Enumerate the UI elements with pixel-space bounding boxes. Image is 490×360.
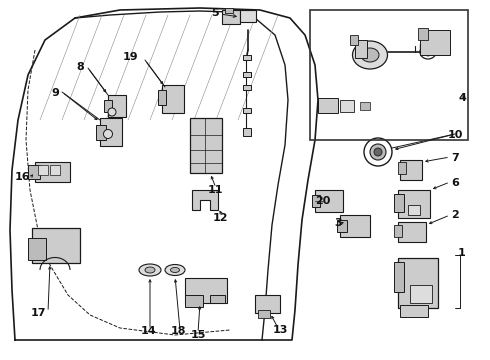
Ellipse shape xyxy=(108,108,116,116)
Ellipse shape xyxy=(374,148,382,156)
Text: 13: 13 xyxy=(272,325,288,335)
Bar xyxy=(420,30,450,55)
Bar xyxy=(410,285,432,303)
Bar xyxy=(38,165,48,175)
Text: 18: 18 xyxy=(170,326,186,336)
Bar xyxy=(185,295,203,307)
Bar xyxy=(190,118,222,173)
Bar xyxy=(394,262,404,292)
Bar xyxy=(258,310,270,318)
Text: 16: 16 xyxy=(14,172,30,182)
Ellipse shape xyxy=(165,265,185,275)
Bar xyxy=(210,295,225,303)
Bar xyxy=(310,10,468,140)
Ellipse shape xyxy=(139,264,161,276)
Bar xyxy=(408,205,420,215)
Bar xyxy=(243,108,251,113)
Bar xyxy=(96,125,106,140)
Bar xyxy=(398,258,438,308)
Bar xyxy=(185,278,227,303)
Ellipse shape xyxy=(145,267,155,273)
Bar xyxy=(225,8,233,13)
Bar xyxy=(50,165,60,175)
Text: 12: 12 xyxy=(212,213,228,223)
Text: 15: 15 xyxy=(190,330,206,340)
Bar xyxy=(340,215,370,237)
Bar xyxy=(398,190,430,218)
Bar xyxy=(28,238,46,260)
Bar xyxy=(394,225,402,237)
Bar xyxy=(355,40,367,58)
Ellipse shape xyxy=(370,144,386,160)
Text: 20: 20 xyxy=(315,196,331,206)
Polygon shape xyxy=(192,190,218,210)
Text: 8: 8 xyxy=(76,62,84,72)
Bar xyxy=(222,10,240,24)
Bar xyxy=(240,10,256,22)
Bar xyxy=(315,190,343,212)
Text: 5: 5 xyxy=(211,8,219,18)
Bar xyxy=(243,72,251,77)
Ellipse shape xyxy=(361,48,379,62)
Ellipse shape xyxy=(171,267,179,273)
Bar xyxy=(400,305,428,317)
Bar xyxy=(400,160,422,180)
Text: 7: 7 xyxy=(451,153,459,163)
Bar xyxy=(104,100,112,112)
Bar xyxy=(243,128,251,136)
Text: 10: 10 xyxy=(447,130,463,140)
Bar xyxy=(100,118,122,146)
Bar xyxy=(162,85,184,113)
Text: 14: 14 xyxy=(140,326,156,336)
Bar xyxy=(35,162,70,182)
Bar xyxy=(418,28,428,40)
Bar xyxy=(255,295,280,313)
Text: 1: 1 xyxy=(458,248,466,258)
Bar xyxy=(398,162,406,174)
Bar xyxy=(28,165,40,179)
Bar xyxy=(350,35,358,45)
Bar xyxy=(340,100,354,112)
Ellipse shape xyxy=(103,130,113,139)
Bar xyxy=(312,195,320,207)
Bar xyxy=(32,228,80,263)
Text: 19: 19 xyxy=(122,52,138,62)
Text: 17: 17 xyxy=(30,308,46,318)
Bar xyxy=(158,90,166,105)
Ellipse shape xyxy=(352,41,388,69)
Bar xyxy=(243,55,251,60)
Text: 6: 6 xyxy=(451,178,459,188)
Text: 11: 11 xyxy=(207,185,223,195)
Bar xyxy=(398,222,426,242)
Text: 3: 3 xyxy=(334,218,342,228)
Bar xyxy=(360,102,370,110)
Text: 2: 2 xyxy=(451,210,459,220)
Bar xyxy=(394,194,404,212)
Ellipse shape xyxy=(424,48,432,56)
Text: 4: 4 xyxy=(458,93,466,103)
Bar xyxy=(318,98,338,113)
Bar xyxy=(243,85,251,90)
Text: 9: 9 xyxy=(51,88,59,98)
Bar xyxy=(108,95,126,117)
Bar xyxy=(337,220,347,232)
